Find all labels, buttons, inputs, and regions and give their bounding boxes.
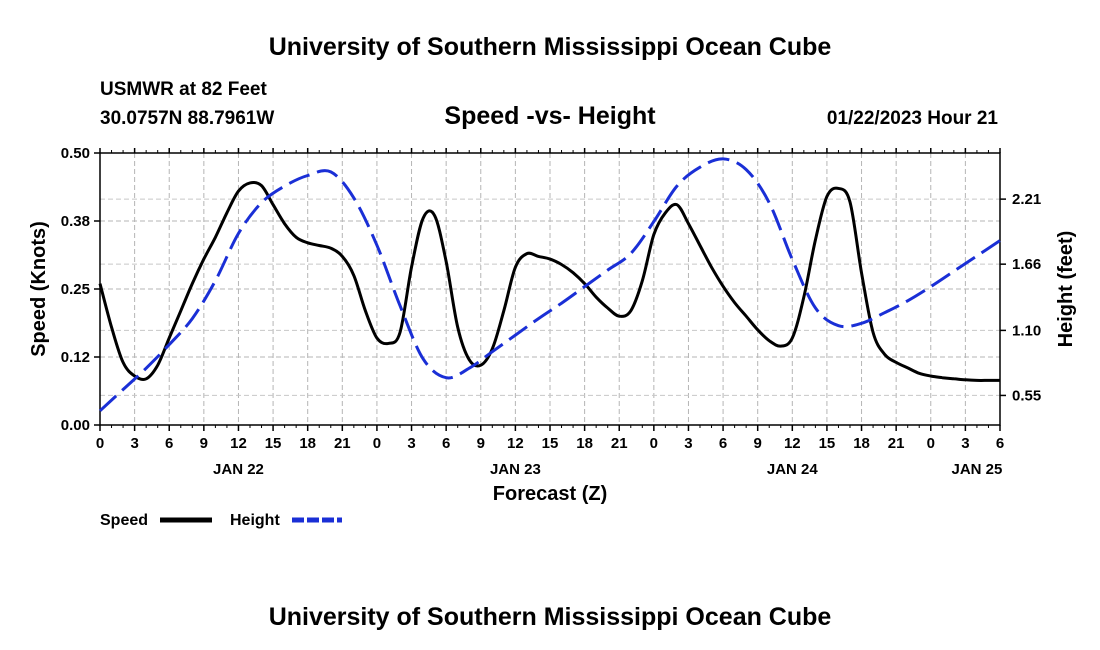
y2-tick-label: 2.21 bbox=[1012, 191, 1041, 208]
x-tick-label: 12 bbox=[230, 435, 247, 452]
y-tick-label: 0.50 bbox=[61, 145, 90, 162]
series-lines bbox=[98, 157, 1001, 412]
x-tick-label: 9 bbox=[200, 435, 208, 452]
x-tick-label: 18 bbox=[299, 435, 316, 452]
x-tick-label: 6 bbox=[442, 435, 450, 452]
grid-lines bbox=[100, 153, 1000, 425]
x-tick-label: 9 bbox=[754, 435, 762, 452]
x-tick-label: 3 bbox=[961, 435, 969, 452]
y-tick-label: 0.12 bbox=[61, 349, 90, 366]
page-title-bottom: University of Southern Mississippi Ocean… bbox=[269, 603, 832, 631]
datetime-label: 01/22/2023 Hour 21 bbox=[827, 108, 999, 129]
series-line-speed bbox=[98, 180, 1000, 382]
day-label: JAN 22 bbox=[213, 461, 264, 478]
x-tick-label: 6 bbox=[719, 435, 727, 452]
y2-tick-label: 0.55 bbox=[1012, 387, 1041, 404]
x-tick-label: 12 bbox=[507, 435, 524, 452]
x-tick-label: 3 bbox=[130, 435, 138, 452]
x-tick-label: 0 bbox=[96, 435, 104, 452]
series-line-height bbox=[98, 157, 1001, 412]
x-tick-label: 15 bbox=[265, 435, 282, 452]
x-tick-label: 21 bbox=[611, 435, 628, 452]
y2-axis-label: Height (feet) bbox=[1055, 231, 1077, 348]
y2-tick-label: 1.66 bbox=[1012, 256, 1041, 273]
legend-speed-label: Speed bbox=[100, 512, 148, 529]
day-label: JAN 25 bbox=[951, 461, 1002, 478]
x-tick-label: 15 bbox=[819, 435, 836, 452]
y-tick-label: 0.00 bbox=[61, 417, 90, 434]
day-label: JAN 24 bbox=[767, 461, 819, 478]
x-axis-label: Forecast (Z) bbox=[493, 483, 607, 505]
x-tick-label: 0 bbox=[373, 435, 381, 452]
y2-axis-ticks: 0.55 1.10 1.66 2.21 bbox=[1000, 191, 1041, 404]
y-tick-label: 0.38 bbox=[61, 213, 90, 230]
legend-height-label: Height bbox=[230, 512, 280, 529]
x-tick-label: 6 bbox=[165, 435, 173, 452]
x-tick-label: 21 bbox=[888, 435, 905, 452]
x-tick-label: 15 bbox=[542, 435, 559, 452]
page-title-top: University of Southern Mississippi Ocean… bbox=[269, 33, 832, 61]
x-tick-label: 3 bbox=[407, 435, 415, 452]
station-label: USMWR at 82 Feet bbox=[100, 79, 267, 100]
x-tick-label: 9 bbox=[477, 435, 485, 452]
y-tick-label: 0.25 bbox=[61, 281, 90, 298]
x-tick-label: 0 bbox=[927, 435, 935, 452]
chart-title: Speed -vs- Height bbox=[444, 102, 656, 130]
x-tick-label: 0 bbox=[650, 435, 658, 452]
y-axis-ticks: 0.00 0.12 0.25 0.38 0.50 bbox=[61, 145, 100, 434]
x-tick-label: 18 bbox=[576, 435, 593, 452]
x-tick-label: 6 bbox=[996, 435, 1004, 452]
x-tick-label: 18 bbox=[853, 435, 870, 452]
x-axis-ticks: 0 3 6 9 12 15 18 21 0 3 6 9 12 15 18 21 0 3 6 9 12 15 18 21 0 3 6 J… bbox=[96, 148, 1004, 478]
x-tick-label: 3 bbox=[684, 435, 692, 452]
y2-tick-label: 1.10 bbox=[1012, 322, 1041, 339]
x-tick-label: 12 bbox=[784, 435, 801, 452]
y-axis-label: Speed (Knots) bbox=[28, 221, 50, 357]
x-tick-label: 21 bbox=[334, 435, 351, 452]
day-label: JAN 23 bbox=[490, 461, 541, 478]
coordinates-label: 30.0757N 88.7961W bbox=[100, 108, 274, 129]
